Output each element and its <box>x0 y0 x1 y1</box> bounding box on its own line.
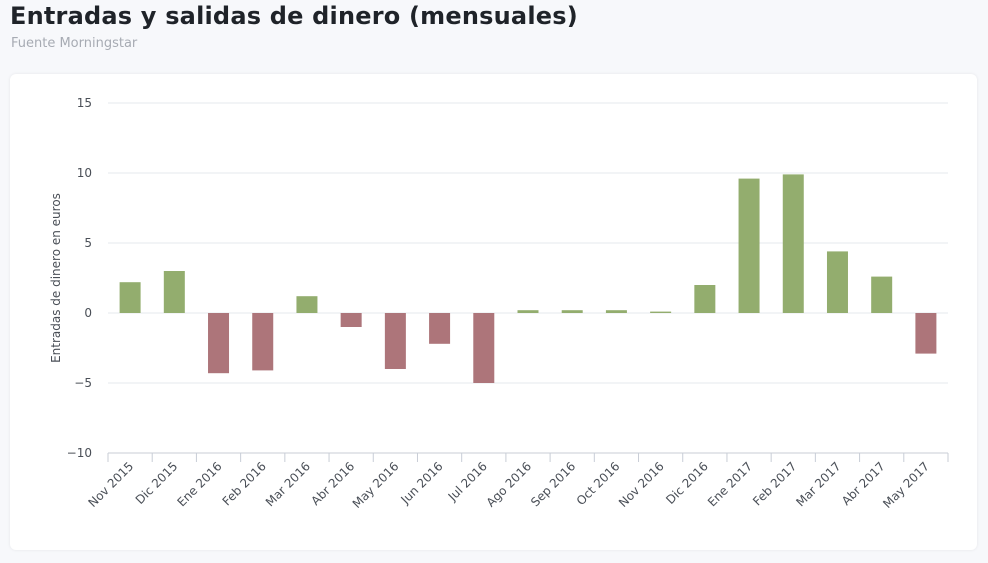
x-tick-label: Feb 2017 <box>750 459 799 508</box>
grid-lines <box>108 102 948 454</box>
y-tick-label: 10 <box>77 166 92 180</box>
y-tick-label: −5 <box>74 376 92 390</box>
y-axis-title: Entradas de dinero en euros <box>49 193 63 363</box>
x-tick-label: Jul 2016 <box>445 459 490 504</box>
bar <box>650 311 672 313</box>
bar <box>252 313 274 371</box>
bar <box>119 282 141 313</box>
x-tick-label: Sep 2016 <box>528 459 578 509</box>
x-tick-label: Oct 2016 <box>574 459 623 508</box>
x-tick-label: Ago 2016 <box>484 459 535 510</box>
bar <box>384 313 406 369</box>
x-tick-label: Jun 2016 <box>398 459 446 507</box>
bars <box>119 174 937 383</box>
bar <box>782 174 804 313</box>
x-tick-label: Feb 2016 <box>220 459 269 508</box>
bar <box>163 271 185 313</box>
bar <box>429 313 451 344</box>
bar <box>296 296 318 313</box>
page-title: Entradas y salidas de dinero (mensuales) <box>10 2 578 30</box>
x-tick-label: Dic 2016 <box>663 459 711 507</box>
page-subtitle: Fuente Morningstar <box>11 36 138 51</box>
y-tick-label: 0 <box>84 306 92 320</box>
y-tick-label: 15 <box>77 96 92 110</box>
bar <box>826 251 848 313</box>
bar <box>605 310 627 313</box>
bar <box>473 313 495 383</box>
x-tick-label: Dic 2015 <box>133 459 181 507</box>
x-axis <box>107 452 949 462</box>
bar <box>208 313 230 374</box>
bar <box>517 310 539 313</box>
bar <box>871 276 893 313</box>
bar <box>561 310 583 313</box>
x-tick-label: Nov 2016 <box>616 459 667 510</box>
bar <box>915 313 937 354</box>
y-tick-label: −10 <box>67 446 92 460</box>
bar <box>738 178 760 313</box>
x-tick-label: Ene 2016 <box>174 459 224 509</box>
bar <box>340 313 362 327</box>
x-tick-label: Ene 2017 <box>705 459 755 509</box>
x-tick-label: Mar 2016 <box>263 459 313 509</box>
x-tick-label: May 2017 <box>880 459 932 511</box>
x-tick-label: Nov 2015 <box>85 459 136 510</box>
y-tick-labels: 15 10 5 0 −5 −10 <box>67 96 92 460</box>
x-tick-label: May 2016 <box>350 459 402 511</box>
x-tick-label: Mar 2017 <box>793 459 843 509</box>
bar <box>694 285 716 313</box>
y-tick-label: 5 <box>84 236 92 250</box>
